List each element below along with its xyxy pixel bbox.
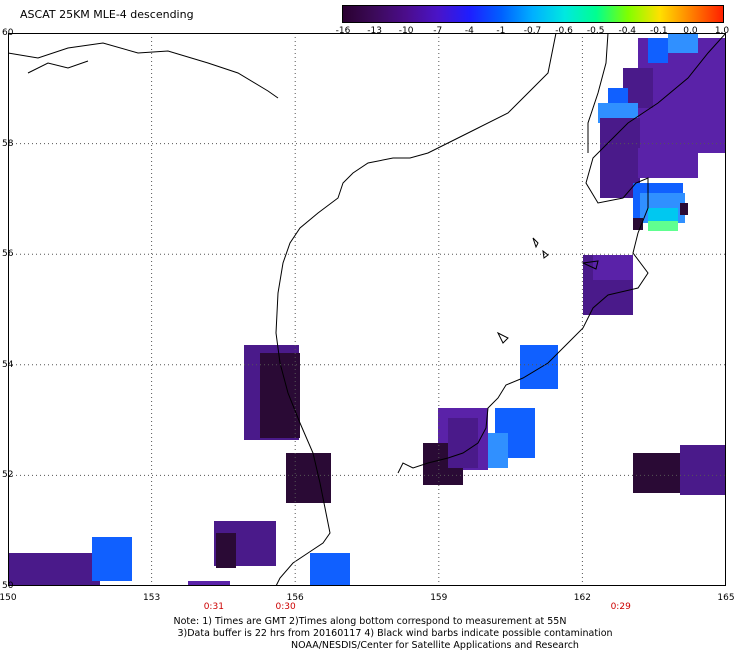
data-cell xyxy=(593,255,633,280)
colorbar xyxy=(342,5,724,23)
longitude-label: 165 xyxy=(717,593,735,603)
colorbar-label: -0.1 xyxy=(650,26,668,36)
colorbar-label: -16 xyxy=(335,26,351,36)
latitude-label: 52 xyxy=(2,470,14,481)
data-cell xyxy=(310,553,350,586)
data-cell xyxy=(260,353,300,438)
colorbar-label: -1 xyxy=(496,26,506,36)
longitude-label: 162 xyxy=(573,593,591,603)
latitude-label: 60 xyxy=(2,28,14,38)
data-cell xyxy=(648,38,668,63)
data-cell xyxy=(188,581,230,586)
data-cell xyxy=(680,203,688,215)
latitude-label: 58 xyxy=(2,138,14,149)
data-cell xyxy=(448,418,478,468)
latitude-label: 50 xyxy=(2,581,14,591)
longitude-label: 159 xyxy=(430,593,448,603)
map-title: ASCAT 25KM MLE-4 descending xyxy=(20,8,194,21)
time-label: 0:30 xyxy=(275,602,296,612)
latitude-label: 56 xyxy=(2,249,14,260)
data-cell xyxy=(520,345,558,389)
longitude-label: 150 xyxy=(0,593,17,603)
note-line-3: NOAA/NESDIS/Center for Satellite Applica… xyxy=(291,640,579,651)
data-cell xyxy=(648,221,678,231)
longitude-label: 156 xyxy=(286,593,304,603)
longitude-label: 153 xyxy=(143,593,161,603)
map-frame xyxy=(8,33,726,586)
colorbar-label: -4 xyxy=(464,26,474,36)
data-cells xyxy=(8,33,726,586)
data-cell xyxy=(680,445,726,495)
colorbar-label: 0.0 xyxy=(683,26,698,36)
colorbar-label: -0.7 xyxy=(523,26,542,36)
data-cell xyxy=(668,33,698,53)
latitude-label: 54 xyxy=(2,359,14,370)
time-label: 0:29 xyxy=(610,602,631,612)
colorbar-label: 1.0 xyxy=(714,26,730,36)
colorbar-label: -0.4 xyxy=(618,26,637,36)
colorbar-label: -13 xyxy=(367,26,382,36)
coastline xyxy=(8,33,726,586)
data-cell xyxy=(216,533,236,568)
map-plot xyxy=(8,33,726,586)
data-cell xyxy=(648,208,678,223)
data-cell xyxy=(8,553,100,586)
data-cell xyxy=(638,148,698,178)
data-cell xyxy=(92,537,132,581)
colorbar-label: -0.5 xyxy=(586,26,605,36)
colorbar-label: -0.6 xyxy=(555,26,573,36)
data-cell xyxy=(286,453,331,503)
data-cell xyxy=(633,218,643,230)
colorbar-label: -7 xyxy=(433,26,443,36)
note-line-2: 3)Data buffer is 22 hrs from 20160117 4)… xyxy=(177,628,613,639)
grid-lines xyxy=(8,33,726,586)
notes: Note: 1) Times are GMT 2)Times along bot… xyxy=(0,616,740,652)
time-label: 0:31 xyxy=(203,602,224,612)
note-line-1: Note: 1) Times are GMT 2)Times along bot… xyxy=(173,616,567,627)
colorbar-label: -10 xyxy=(398,26,414,36)
